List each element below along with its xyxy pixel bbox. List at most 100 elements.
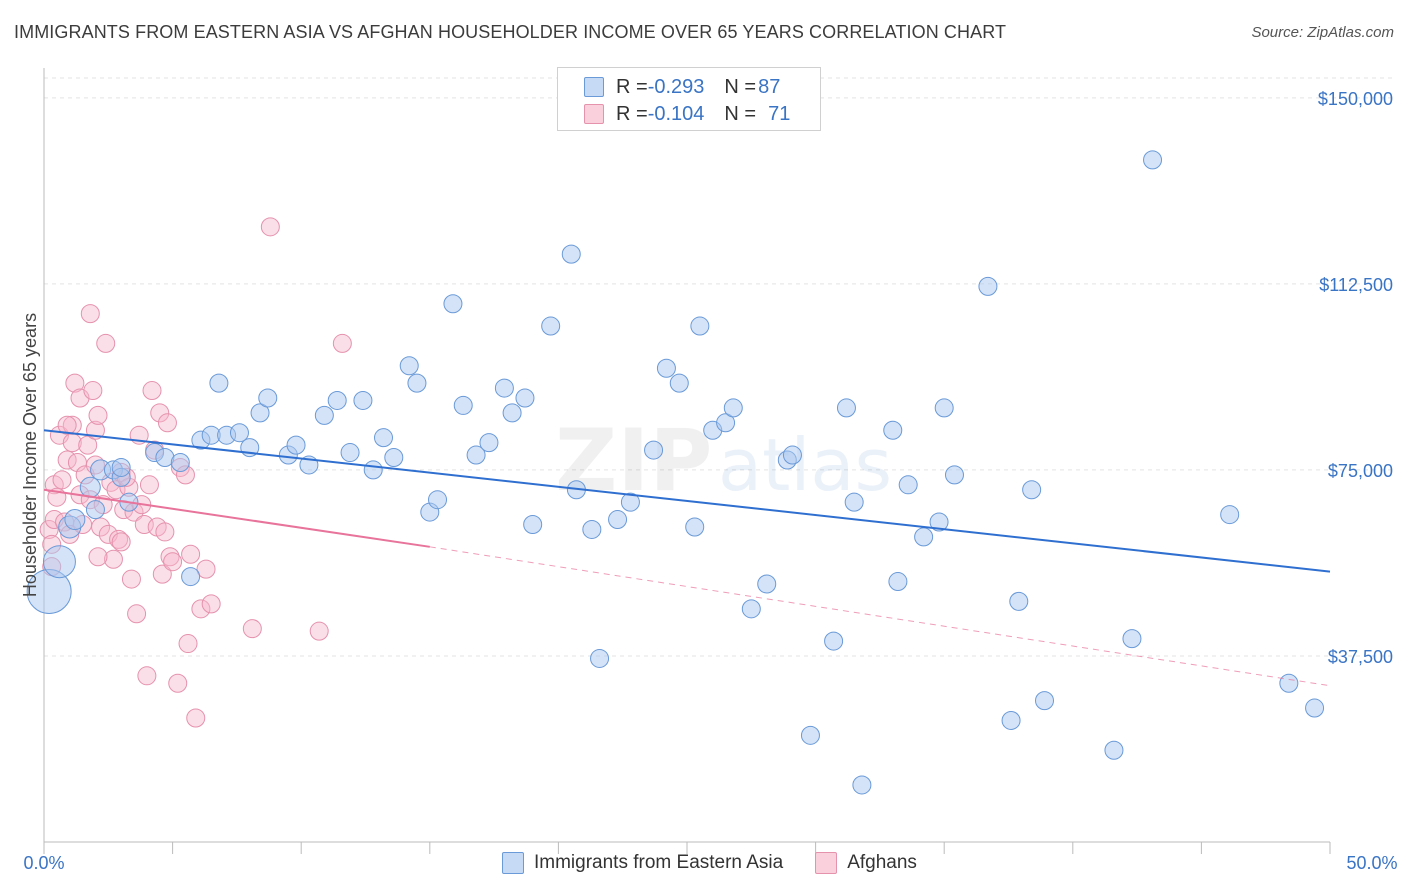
afghans-point bbox=[111, 532, 131, 552]
afghans-point bbox=[191, 599, 211, 619]
afghans-point bbox=[160, 547, 180, 567]
eastern-asia-point bbox=[914, 527, 934, 547]
afghans-point bbox=[186, 708, 206, 728]
legend-swatch-blue bbox=[502, 852, 524, 874]
eastern-asia-point bbox=[250, 403, 270, 423]
afghans-point bbox=[137, 666, 157, 686]
trend-lines bbox=[43, 429, 1331, 687]
r-value: -0.104 bbox=[647, 102, 705, 125]
afghans-point bbox=[152, 564, 172, 584]
eastern-asia-point bbox=[494, 378, 514, 398]
y-tick-label: $37,500 bbox=[1328, 647, 1393, 667]
eastern-asia-point bbox=[407, 373, 427, 393]
afghans-point bbox=[196, 559, 216, 579]
eastern-asia-point bbox=[741, 599, 761, 619]
eastern-asia-point bbox=[898, 475, 918, 495]
legend-item-eastern-asia: Immigrants from Eastern Asia bbox=[502, 852, 783, 874]
tick-labels: $37,500 $75,000 $112,500 $150,000 0.0% 50.0% bbox=[23, 89, 1397, 873]
eastern-asia-point bbox=[644, 440, 664, 460]
n-label: N = bbox=[724, 102, 757, 125]
eastern-asia-point bbox=[836, 398, 856, 418]
eastern-asia-point bbox=[934, 398, 954, 418]
afghans-trend-line bbox=[43, 488, 430, 548]
afghans-point bbox=[88, 405, 108, 425]
afghans-point bbox=[139, 475, 159, 495]
r-label: R = bbox=[616, 102, 648, 125]
afghans-point bbox=[163, 552, 183, 572]
eastern-asia-point bbox=[669, 373, 689, 393]
n-value: 71 bbox=[768, 102, 791, 125]
eastern-asia-point bbox=[690, 316, 710, 336]
eastern-asia-point bbox=[399, 356, 419, 376]
eastern-asia-points bbox=[26, 150, 1325, 795]
afghans-point bbox=[309, 621, 329, 641]
eastern-asia-point bbox=[723, 398, 743, 418]
eastern-asia-point bbox=[258, 388, 278, 408]
eastern-asia-point bbox=[327, 390, 347, 410]
afghans-point bbox=[168, 673, 188, 693]
eastern-asia-point bbox=[479, 433, 499, 453]
eastern-asia-point bbox=[582, 519, 602, 539]
afghans-point bbox=[121, 569, 141, 589]
eastern-asia-point bbox=[1220, 505, 1240, 525]
eastern-asia-point bbox=[1035, 691, 1055, 711]
eastern-asia-point bbox=[782, 445, 802, 465]
afghans-point bbox=[52, 470, 72, 490]
eastern-asia-point bbox=[883, 420, 903, 440]
eastern-asia-point bbox=[685, 517, 705, 537]
eastern-asia-point bbox=[384, 448, 404, 468]
eastern-asia-point bbox=[170, 452, 190, 472]
eastern-asia-point bbox=[314, 405, 334, 425]
eastern-asia-point bbox=[515, 388, 535, 408]
afghans-point bbox=[127, 604, 147, 624]
r-value: -0.293 bbox=[647, 75, 705, 98]
eastern-asia-point bbox=[1143, 150, 1163, 170]
afghans-point bbox=[178, 634, 198, 654]
eastern-asia-point bbox=[590, 648, 610, 668]
afghans-point bbox=[332, 333, 352, 353]
eastern-asia-point bbox=[656, 358, 676, 378]
eastern-asia-point bbox=[757, 574, 777, 594]
afghans-point bbox=[157, 413, 177, 433]
eastern-asia-point bbox=[209, 373, 229, 393]
eastern-asia-point bbox=[1104, 740, 1124, 760]
y-tick-label: $112,500 bbox=[1319, 275, 1393, 295]
eastern-asia-point bbox=[181, 567, 201, 587]
eastern-asia-point bbox=[1279, 673, 1299, 693]
legend-row-eastern-asia: R = -0.293 N = 87 bbox=[584, 76, 780, 98]
eastern-asia-point bbox=[800, 725, 820, 745]
eastern-asia-point bbox=[852, 775, 872, 795]
n-value: 87 bbox=[758, 75, 781, 98]
afghans-point bbox=[155, 522, 175, 542]
eastern-asia-point bbox=[1122, 629, 1142, 649]
eastern-asia-point bbox=[353, 390, 373, 410]
eastern-asia-trend-line bbox=[43, 429, 1331, 573]
afghans-point bbox=[150, 403, 170, 423]
eastern-asia-point bbox=[978, 276, 998, 296]
eastern-asia-point bbox=[42, 545, 76, 579]
eastern-asia-point bbox=[428, 490, 448, 510]
eastern-asia-point bbox=[523, 514, 543, 534]
afghans-point bbox=[181, 544, 201, 564]
eastern-asia-point bbox=[620, 492, 640, 512]
eastern-asia-point bbox=[824, 631, 844, 651]
afghans-point bbox=[103, 549, 123, 569]
y-axis-title: Householder Income Over 65 years bbox=[20, 313, 40, 597]
eastern-asia-point bbox=[443, 294, 463, 314]
eastern-asia-point bbox=[286, 435, 306, 455]
y-tick-label: $75,000 bbox=[1328, 461, 1393, 481]
eastern-asia-point bbox=[1009, 591, 1029, 611]
afghans-point bbox=[88, 547, 108, 567]
eastern-asia-point bbox=[944, 465, 964, 485]
correlation-legend: R = -0.293 N = 87 R = -0.104 N = 71 bbox=[557, 67, 821, 131]
eastern-asia-point bbox=[453, 395, 473, 415]
eastern-asia-point bbox=[929, 512, 949, 532]
x-tick-label: 50.0% bbox=[1346, 853, 1397, 873]
afghans-point bbox=[91, 517, 111, 537]
x-tick-label: 0.0% bbox=[23, 853, 64, 873]
eastern-asia-point bbox=[608, 510, 628, 530]
afghans-point bbox=[78, 435, 98, 455]
series-legend: Immigrants from Eastern Asia Afghans bbox=[502, 852, 949, 874]
eastern-asia-point bbox=[502, 403, 522, 423]
afghans-point bbox=[57, 415, 77, 435]
